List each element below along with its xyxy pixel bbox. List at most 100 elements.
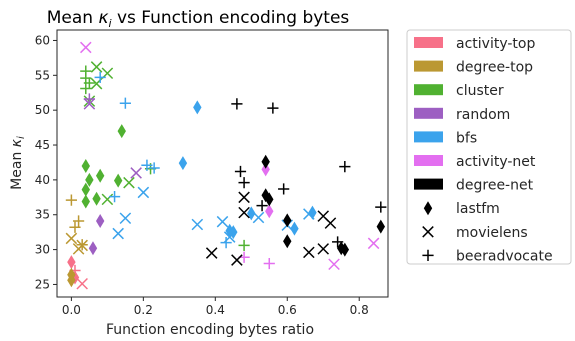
plot-background [57, 30, 388, 297]
x-axis: 0.0 0.2 0.4 0.6 0.8 [62, 297, 369, 317]
data-point-lastfm [261, 162, 270, 177]
data-point-beeradvocate [238, 239, 250, 252]
x-tick-label: 0.6 [278, 303, 297, 317]
plot-frame [56, 29, 389, 298]
plot-area [56, 29, 389, 298]
legend-frame [406, 29, 572, 265]
data-point-lastfm [81, 158, 90, 173]
data-point-movielens [238, 191, 250, 204]
y-tick-label: 40 [35, 173, 50, 187]
data-point-movielens [119, 212, 132, 225]
data-point-lastfm [290, 221, 299, 236]
data-point-beeradvocate [69, 221, 81, 233]
legend-label: degree-net [456, 178, 534, 194]
x-tick-label: 0.4 [206, 303, 225, 317]
legend-label: bfs [456, 130, 477, 146]
chart-title: Mean κi vs Function encoding bytes [47, 8, 350, 30]
legend-label: activity-net [456, 154, 536, 170]
data-point-beeradvocate [83, 93, 95, 105]
data-point-beeradvocate [332, 236, 344, 248]
data-point-beeradvocate [339, 161, 351, 173]
y-tick-label: 30 [35, 243, 50, 257]
legend-label: beeradvocate [456, 248, 553, 264]
data-point-movielens [137, 186, 150, 199]
data-point-beeradvocate [80, 82, 92, 95]
data-point-lastfm [67, 273, 76, 288]
data-point-movielens [130, 167, 142, 179]
data-point-beeradvocate [72, 215, 85, 227]
data-point-lastfm [95, 214, 105, 229]
y-tick-label: 35 [35, 208, 50, 222]
legend-label: random [456, 107, 510, 123]
data-point-beeradvocate [238, 177, 250, 189]
data-point-beeradvocate [108, 191, 121, 203]
data-point-lastfm [265, 204, 274, 219]
data-point-lastfm [193, 100, 202, 115]
data-point-movielens [216, 215, 229, 228]
data-point-movielens [238, 206, 250, 219]
data-point-beeradvocate [141, 159, 153, 171]
data-point-beeradvocate [231, 98, 243, 110]
y-tick-label: 55 [35, 68, 50, 82]
data-point-lastfm [81, 194, 90, 209]
data-point-movielens [76, 277, 88, 290]
data-point-lastfm [376, 219, 386, 234]
data-point-lastfm [117, 124, 126, 139]
data-point-movielens [231, 254, 243, 266]
legend: activity-top degree-top cluster random bfs ac… [406, 29, 572, 265]
data-point-movielens [191, 218, 204, 231]
x-tick-label: 0.0 [62, 303, 81, 317]
legend-label: cluster [456, 83, 504, 99]
data-point-lastfm [92, 191, 101, 206]
y-tick-label: 25 [35, 277, 50, 291]
data-point-movielens [65, 232, 78, 245]
legend-label: activity-top [456, 36, 535, 52]
legend-swatch [414, 84, 443, 96]
data-point-lastfm [283, 234, 292, 249]
legend-marker-lastfm [423, 201, 433, 216]
legend-swatch [414, 60, 443, 72]
data-point-beeradvocate [263, 257, 275, 270]
data-point-beeradvocate [119, 97, 131, 109]
data-point-movielens [303, 208, 315, 220]
data-point-lastfm [67, 255, 76, 270]
x-axis-label: Function encoding bytes ratio [106, 322, 314, 338]
data-point-beeradvocate [148, 162, 160, 174]
x-tick-label: 0.8 [350, 303, 369, 317]
data-point-lastfm [81, 182, 90, 197]
data-point-lastfm [113, 173, 123, 188]
data-point-beeradvocate [76, 239, 88, 251]
data-point-lastfm [340, 242, 350, 257]
data-point-beeradvocate [94, 71, 106, 84]
data-point-lastfm [88, 241, 98, 256]
data-point-movielens [303, 246, 315, 259]
data-point-movielens [252, 211, 265, 224]
data-point-lastfm [178, 156, 188, 171]
legend-label: lastfm [456, 201, 500, 217]
legend-swatch [414, 131, 443, 143]
data-point-beeradvocate [234, 165, 247, 178]
legend-swatch [414, 178, 443, 190]
data-point-lastfm [85, 172, 94, 187]
data-point-beeradvocate [278, 183, 290, 195]
data-point-movielens [90, 61, 103, 73]
data-point-beeradvocate [256, 200, 268, 212]
y-tick-label: 50 [35, 103, 50, 117]
y-tick-label: 60 [35, 33, 50, 47]
legend-label: movielens [456, 225, 528, 241]
data-point-movielens [328, 258, 340, 271]
y-axis: 25 30 35 40 45 50 55 60 [35, 33, 57, 291]
data-point-beeradvocate [267, 102, 279, 114]
data-point-movielens [112, 227, 124, 240]
data-point-beeradvocate [65, 194, 77, 206]
data-point-movielens [80, 41, 92, 54]
y-tick-label: 45 [35, 138, 50, 152]
legend-swatch [414, 37, 443, 48]
data-point-lastfm [283, 213, 292, 228]
legend-marker-movielens [422, 226, 434, 238]
legend-swatch [414, 155, 443, 166]
data-point-lastfm [265, 192, 274, 207]
data-point-beeradvocate [375, 201, 387, 213]
data-point-movielens [324, 217, 337, 229]
